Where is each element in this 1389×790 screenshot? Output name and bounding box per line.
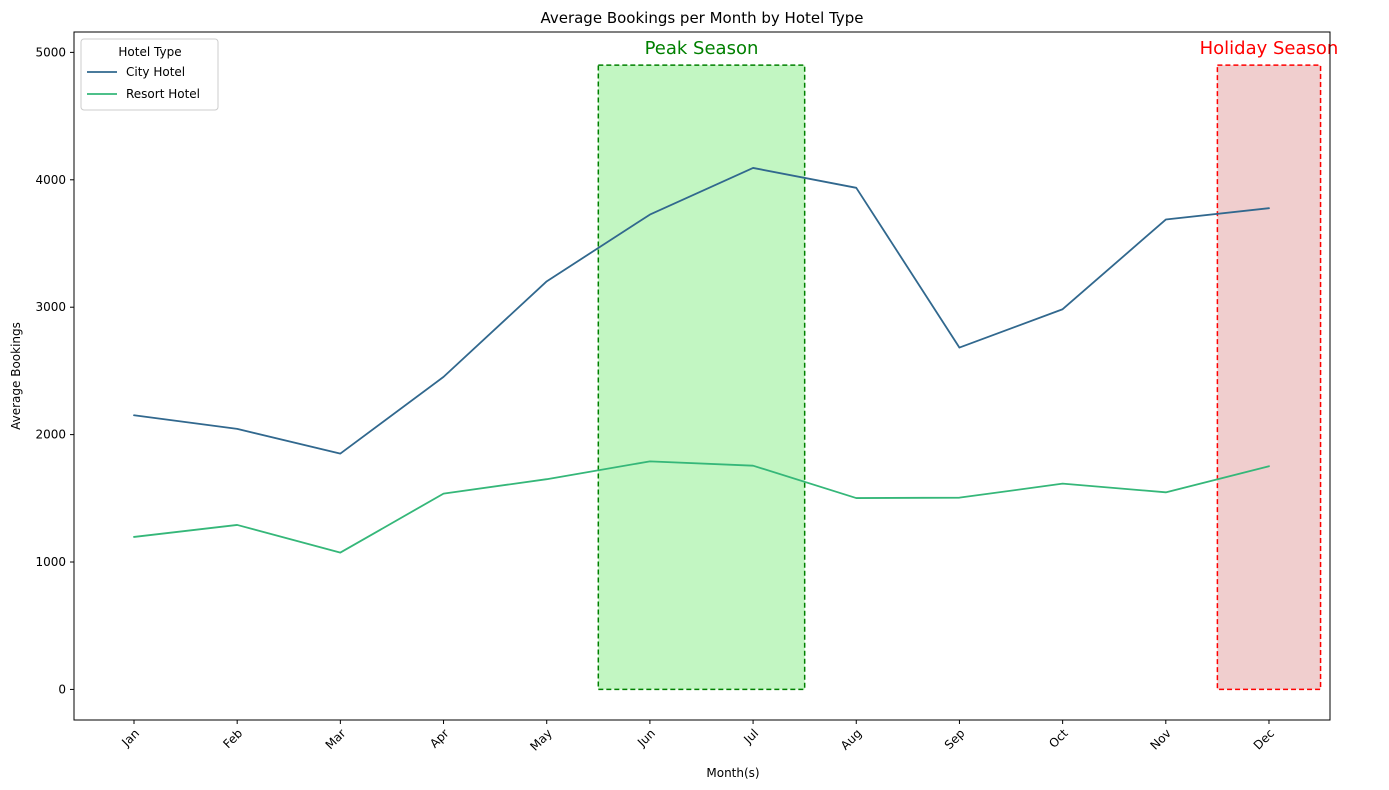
legend-label-resort-hotel: Resort Hotel <box>126 87 200 101</box>
legend-title: Hotel Type <box>118 45 181 59</box>
x-tick-label: Mar <box>323 726 349 752</box>
x-axis: Jan Feb Mar Apr May Jun Jul Aug Sep Oct Nov Dec <box>118 720 1277 754</box>
y-tick-label: 1000 <box>35 555 66 569</box>
holiday-season-label: Holiday Season <box>1200 38 1339 59</box>
x-tick-label: Sep <box>942 726 968 752</box>
x-tick-label: Jul <box>740 726 761 747</box>
season-highlights: Peak Season Holiday Season <box>597 38 1339 691</box>
y-axis: 0 1000 2000 3000 4000 5000 <box>35 45 74 696</box>
x-tick-label: Jun <box>634 726 658 750</box>
chart-title: Average Bookings per Month by Hotel Type <box>540 9 863 27</box>
x-tick-label: Feb <box>220 726 245 751</box>
y-tick-label: 0 <box>58 682 66 696</box>
city-hotel-line <box>133 167 1270 455</box>
legend-box <box>80 38 219 111</box>
legend-label-city-hotel: City Hotel <box>126 65 185 79</box>
peak-season-label: Peak Season <box>645 38 759 59</box>
plot-frame <box>73 31 1331 721</box>
resort-hotel-line <box>133 460 1270 554</box>
y-tick-label: 5000 <box>35 45 66 59</box>
legend: Hotel Type City Hotel Resort Hotel <box>80 38 219 111</box>
y-tick-label: 4000 <box>35 173 66 187</box>
x-tick-label: Oct <box>1046 726 1071 751</box>
holiday-season-region <box>1216 64 1322 691</box>
x-tick-label: Nov <box>1147 726 1173 752</box>
y-tick-label: 2000 <box>35 428 66 442</box>
x-tick-label: Aug <box>838 726 864 752</box>
peak-season-region <box>597 64 806 691</box>
x-tick-label: Apr <box>427 726 452 751</box>
x-tick-label: May <box>527 726 554 753</box>
y-axis-label: Average Bookings <box>9 322 23 430</box>
x-tick-label: Dec <box>1251 726 1277 752</box>
series-lines <box>133 167 1270 554</box>
x-axis-label: Month(s) <box>706 766 759 780</box>
x-tick-label: Jan <box>118 726 142 750</box>
y-tick-label: 3000 <box>35 300 66 314</box>
